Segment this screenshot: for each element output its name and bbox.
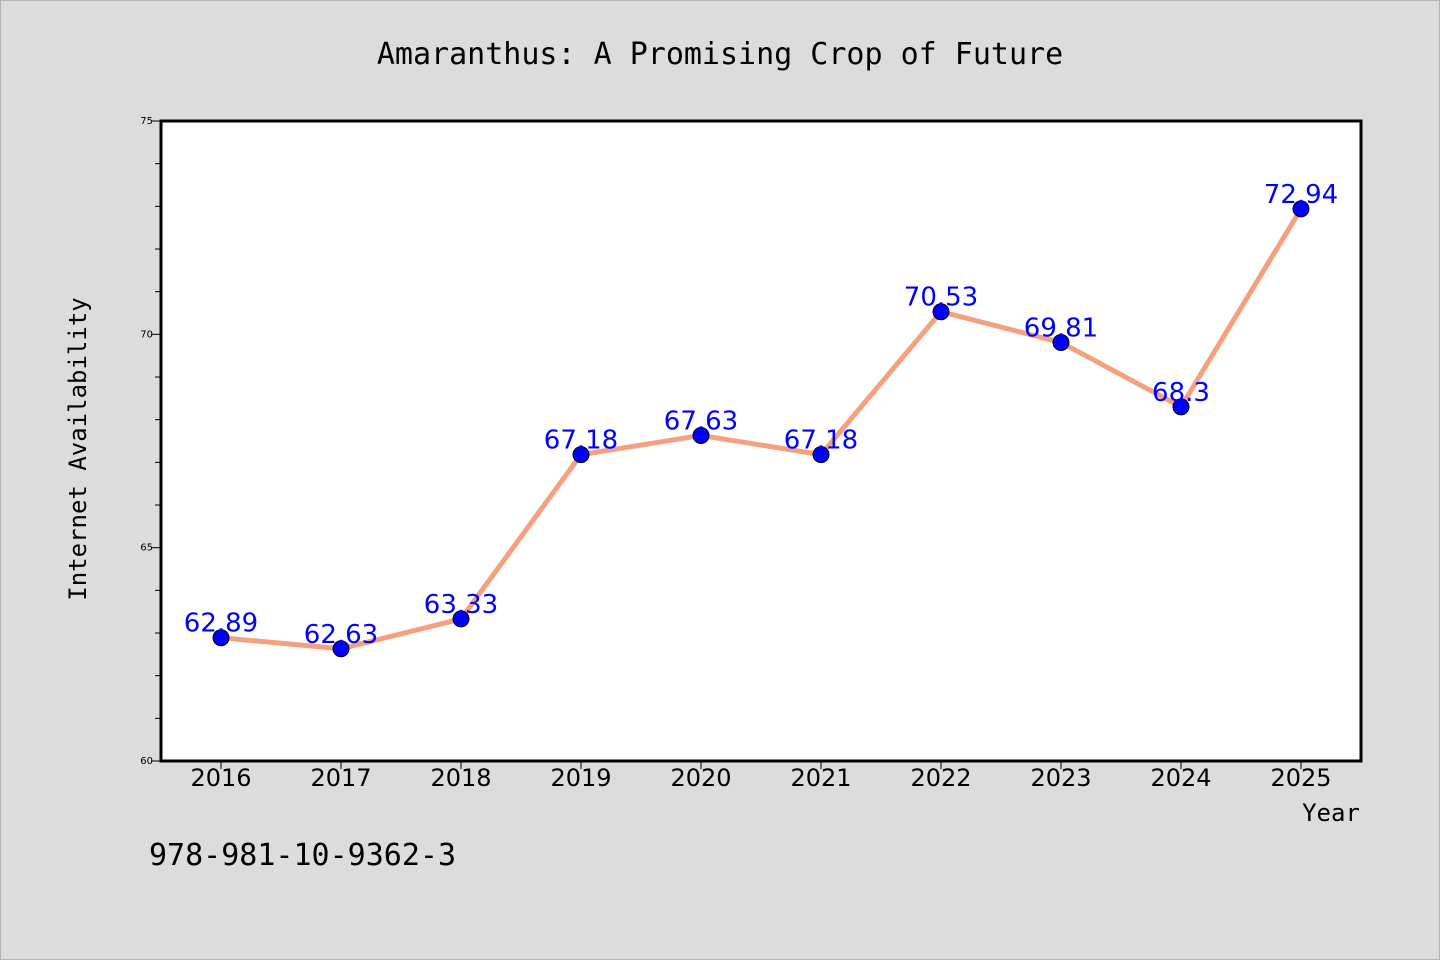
x-axis: 2016 2017 2018 2019 2020 2021 2022 2023 2024 2025 xyxy=(190,761,1332,792)
plot-frame xyxy=(159,119,1363,763)
data-point xyxy=(332,640,350,658)
plot-area xyxy=(161,121,1361,761)
chart-title: Amaranthus: A Promising Crop of Future xyxy=(377,37,1063,72)
series-line xyxy=(218,206,1304,652)
y-tick-label: 60 xyxy=(140,756,153,767)
x-tick-label: 2019 xyxy=(550,764,611,792)
data-point xyxy=(452,610,470,628)
data-label: 67.18 xyxy=(544,426,618,456)
data-point xyxy=(692,426,710,444)
x-tick-label: 2022 xyxy=(910,764,971,792)
data-label: 63.33 xyxy=(424,590,498,620)
data-point xyxy=(1292,200,1310,218)
data-point xyxy=(572,446,590,464)
x-tick-label: 2025 xyxy=(1270,764,1331,792)
data-point xyxy=(1172,398,1190,416)
x-tick-label: 2017 xyxy=(310,764,371,792)
x-tick-label: 2021 xyxy=(790,764,851,792)
y-tick-label: 65 xyxy=(140,543,153,554)
data-label: 68.3 xyxy=(1152,378,1210,408)
y-axis-label: Internet Availability xyxy=(64,297,92,600)
data-label: 67.63 xyxy=(664,406,738,436)
data-point xyxy=(212,629,230,647)
data-label: 72.94 xyxy=(1264,180,1338,210)
isbn-text: 978-981-10-9362-3 xyxy=(149,838,456,873)
data-point xyxy=(932,303,950,321)
x-tick-label: 2016 xyxy=(190,764,251,792)
x-tick-label: 2023 xyxy=(1030,764,1091,792)
series-group: 62.89 62.63 63.33 67.18 67.63 67.18 70.53 69.81… xyxy=(184,180,1338,658)
x-tick-label: 2018 xyxy=(430,764,491,792)
x-tick-label: 2020 xyxy=(670,764,731,792)
data-point xyxy=(812,446,830,464)
y-tick-label: 75 xyxy=(140,116,153,127)
data-label: 62.63 xyxy=(304,620,378,650)
data-label: 69.81 xyxy=(1024,313,1098,343)
data-label: 67.18 xyxy=(784,426,858,456)
data-label: 70.53 xyxy=(904,283,978,313)
data-label: 62.89 xyxy=(184,609,258,639)
data-point xyxy=(1052,333,1070,351)
y-tick-label: 70 xyxy=(140,329,153,340)
x-tick-label: 2024 xyxy=(1150,764,1211,792)
y-axis: 60 65 70 75 xyxy=(140,116,161,767)
x-axis-label: Year xyxy=(1302,799,1360,827)
